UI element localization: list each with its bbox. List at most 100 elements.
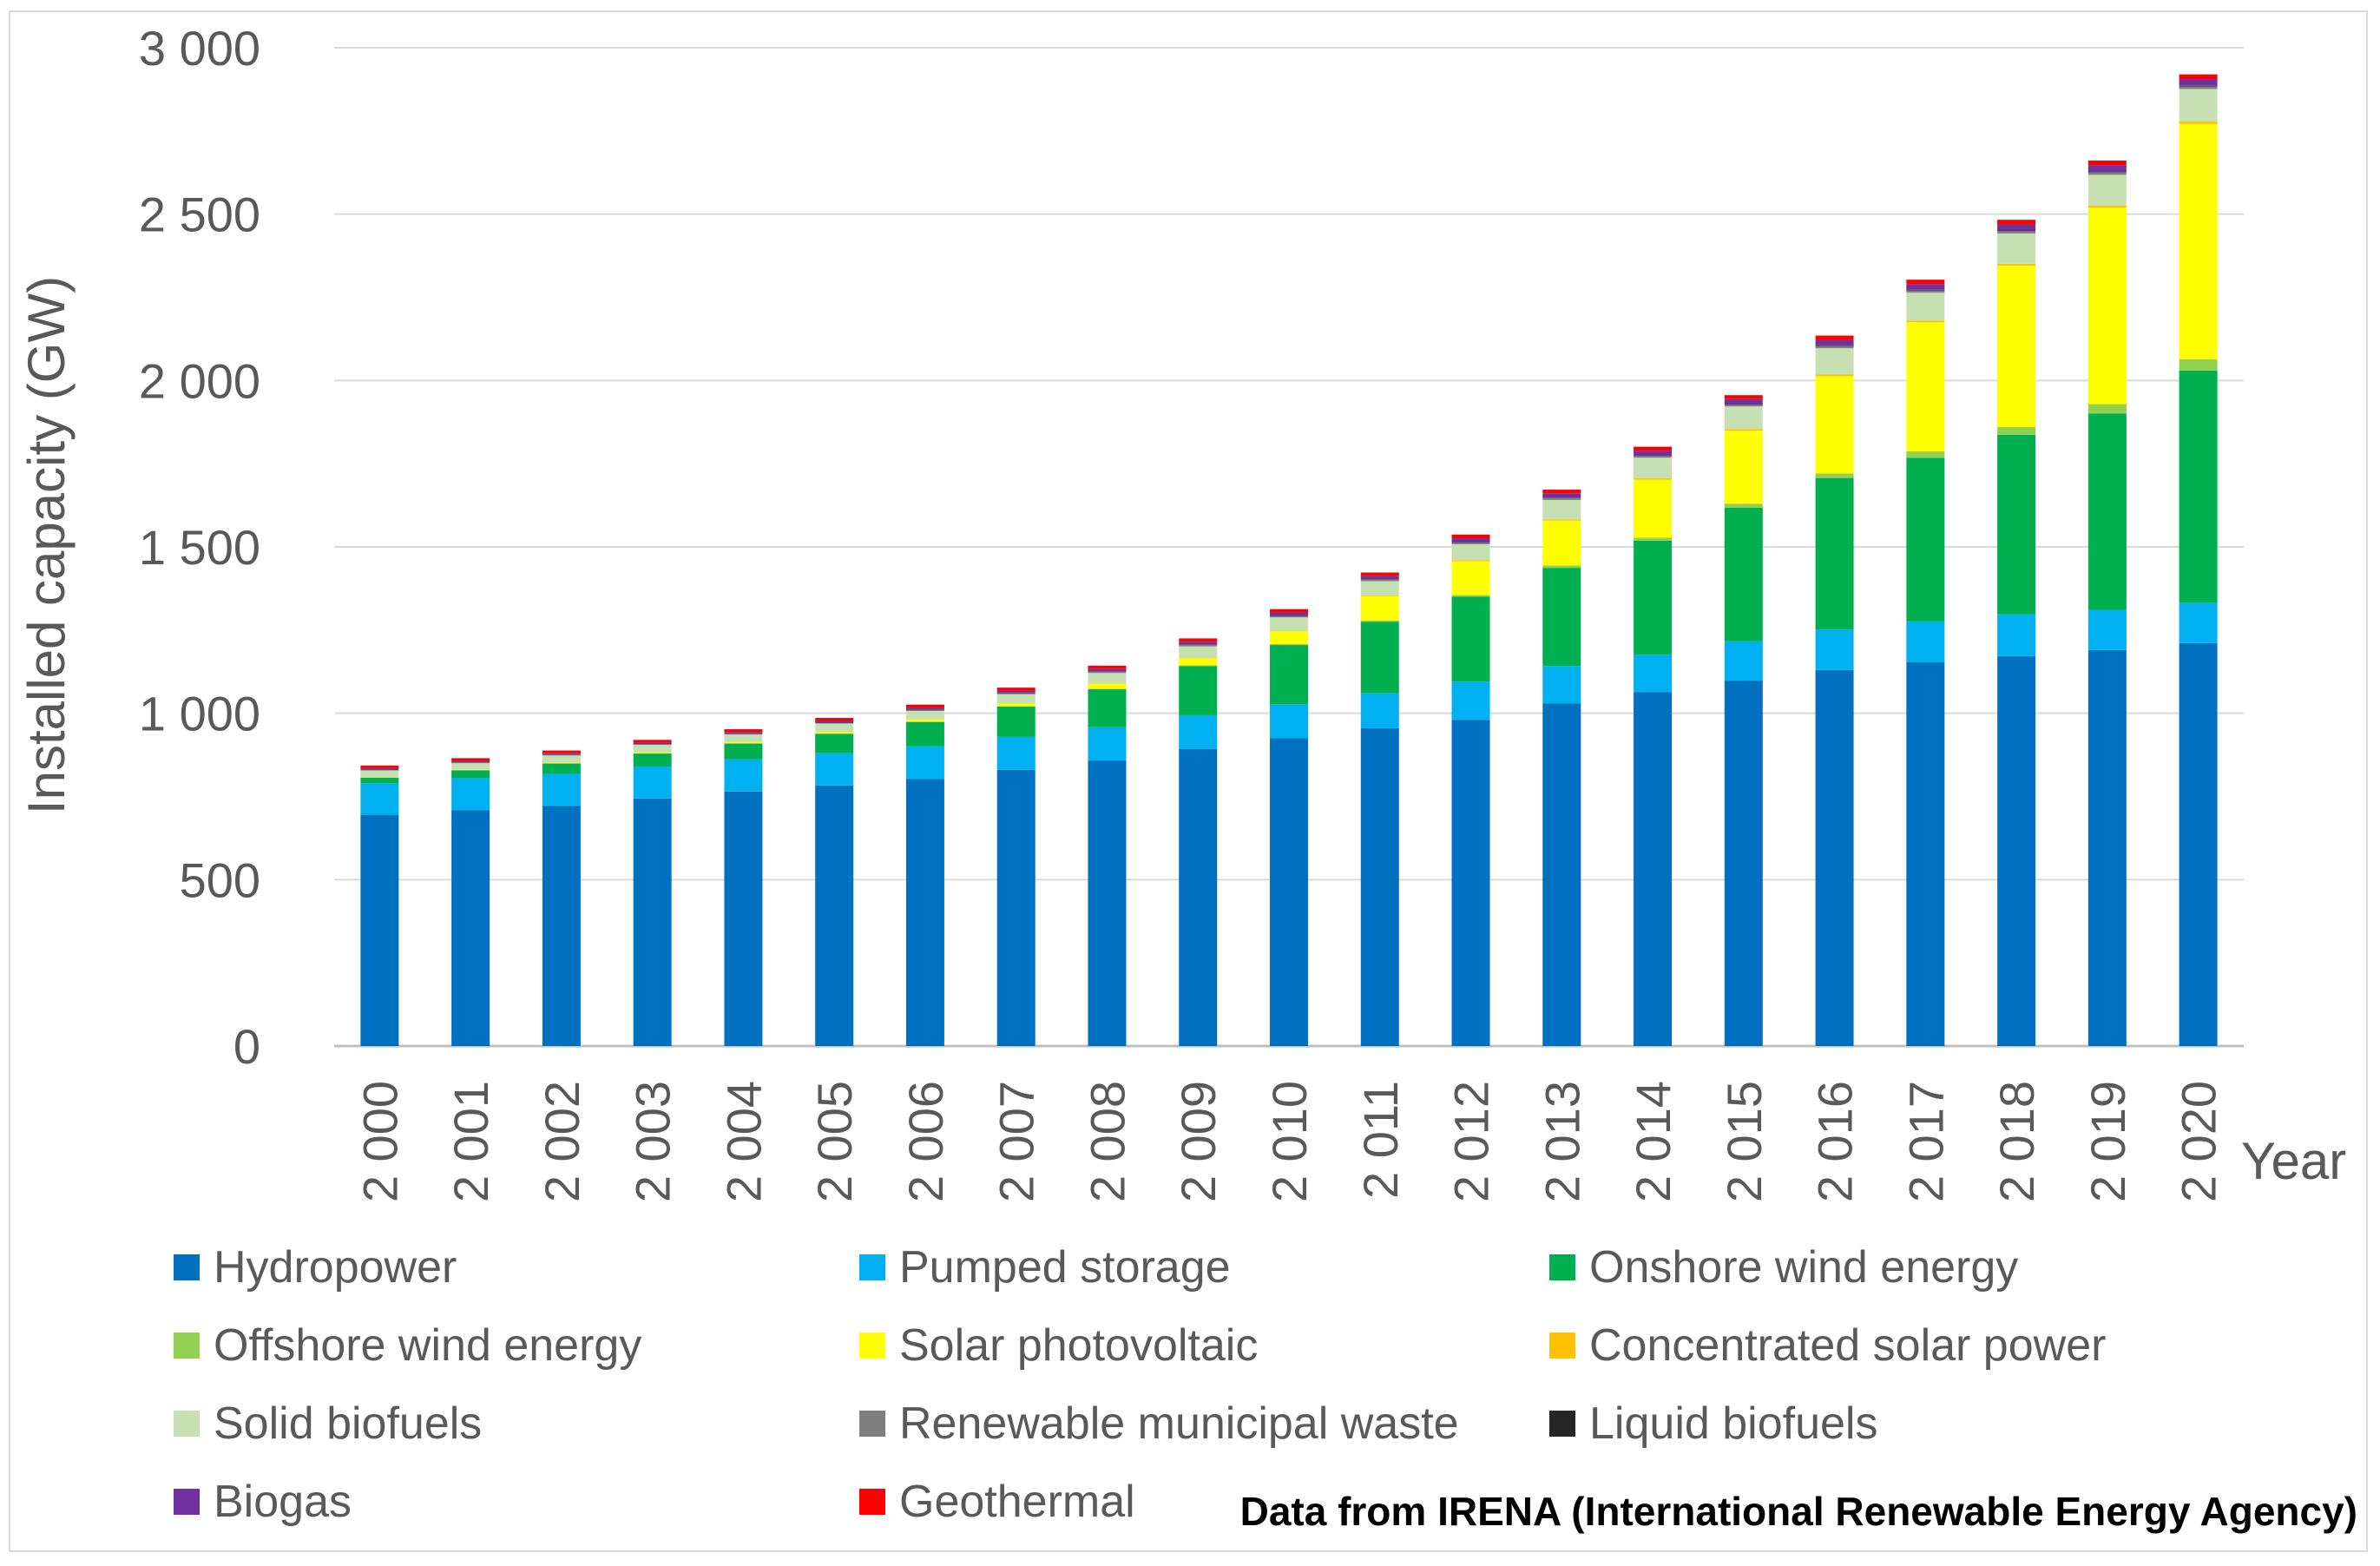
bar-segment-pumped-storage — [1360, 693, 1399, 728]
bar-segment-onshore-wind-energy — [1634, 540, 1673, 655]
bar-segment-offshore-wind-energy — [1634, 537, 1673, 541]
x-axis-label: Year — [2241, 1132, 2346, 1190]
bar-segment-offshore-wind-energy — [1451, 595, 1490, 597]
bar-segment-solid-biofuels — [1997, 233, 2036, 264]
bar-segment-solar-photovoltaic — [1270, 630, 1308, 644]
bar-segment-biogas — [1906, 284, 1945, 290]
bar-segment-pumped-storage — [2087, 609, 2127, 650]
bar-segment-offshore-wind-energy — [1997, 427, 2036, 435]
bar-segment-hydropower — [1179, 748, 1218, 1046]
bar-segment-onshore-wind-energy — [1724, 507, 1763, 642]
bar-segment-solid-biofuels — [1906, 293, 1945, 321]
bar-segment-biogas — [633, 742, 672, 744]
legend-item: Biogas — [174, 1467, 352, 1536]
bar-segment-renewable-municipal-waste — [1997, 231, 2036, 234]
bar-segment-liquid-biofuels — [1179, 644, 1218, 645]
bar-segment-biogas — [2179, 79, 2218, 86]
x-tick-label: 2 006 — [898, 1081, 953, 1202]
bar-segment-geothermal — [1997, 220, 2036, 225]
bar-segment-liquid-biofuels — [1088, 671, 1127, 672]
bar-segment-solid-biofuels — [1270, 617, 1308, 631]
legend-item: Concentrated solar power — [1549, 1311, 2106, 1380]
bar-segment-renewable-municipal-waste — [1088, 671, 1127, 674]
legend-item: Liquid biofuels — [1549, 1389, 1877, 1458]
bar-segment-onshore-wind-energy — [815, 734, 854, 753]
x-tick-labels: 2 000 2 001 2 002 2 003 2 004 2 005 2 006 2 007… — [352, 1081, 2225, 1202]
bar-segment-solid-biofuels — [451, 763, 490, 770]
legend-label: Renewable municipal waste — [899, 1398, 1459, 1449]
bar-segment-renewable-municipal-waste — [1451, 543, 1490, 544]
x-tick-label: 2 015 — [1717, 1081, 1772, 1202]
legend-item: Renewable municipal waste — [859, 1389, 1459, 1458]
bar-segment-biogas — [1815, 339, 1854, 345]
legend-label: Biogas — [214, 1477, 352, 1527]
bar-segment-biogas — [1270, 612, 1308, 615]
bar-segment-offshore-wind-energy — [1724, 503, 1763, 508]
bar-segment-concentrated-solar-power — [1179, 657, 1218, 659]
bar-segment-liquid-biofuels — [451, 761, 490, 763]
bar-segment-solid-biofuels — [996, 694, 1035, 704]
bar-segment-solar-photovoltaic — [360, 777, 399, 778]
bar-segment-geothermal — [1451, 534, 1490, 539]
bar-segment-solar-photovoltaic — [1088, 683, 1127, 689]
legend-item: Solar photovoltaic — [859, 1311, 1258, 1380]
bar-segment-hydropower — [1542, 703, 1581, 1046]
bar-segment-onshore-wind-energy — [1906, 457, 1945, 622]
bar-segment-renewable-municipal-waste — [2179, 86, 2218, 89]
bar-segment-liquid-biofuels — [905, 709, 944, 710]
bar-segment-renewable-municipal-waste — [451, 762, 490, 764]
x-tick-label: 2 018 — [1989, 1081, 2044, 1202]
x-tick-label: 2 001 — [444, 1081, 498, 1202]
bar-segment-pumped-storage — [1634, 655, 1673, 693]
bar-segment-liquid-biofuels — [360, 769, 399, 770]
bar-segment-geothermal — [815, 718, 854, 721]
bar-segment-liquid-biofuels — [1270, 615, 1308, 616]
bar-segment-biogas — [2087, 165, 2127, 172]
bar-segment-solid-biofuels — [815, 723, 854, 733]
x-tick-label: 2 019 — [2081, 1081, 2135, 1202]
bar-segment-solid-biofuels — [1179, 646, 1218, 658]
bar-segment-geothermal — [996, 688, 1035, 691]
legend-swatch — [859, 1254, 885, 1280]
bar-segment-solid-biofuels — [1360, 581, 1399, 595]
bar-segment-pumped-storage — [905, 746, 944, 780]
bar-segment-onshore-wind-energy — [1451, 596, 1490, 682]
bar-segment-solar-photovoltaic — [451, 769, 490, 771]
bar-segment-hydropower — [1997, 655, 2036, 1046]
bar-segment-liquid-biofuels — [1542, 497, 1581, 498]
bar-segment-solar-photovoltaic — [1360, 595, 1399, 621]
x-tick-label: 2 005 — [807, 1081, 862, 1202]
bar-segment-biogas — [1451, 538, 1490, 543]
legend-swatch — [174, 1254, 200, 1280]
bar-segment-renewable-municipal-waste — [1634, 455, 1673, 458]
bar-segment-hydropower — [633, 798, 672, 1046]
bar-segment-hydropower — [1724, 681, 1763, 1046]
bar-segment-offshore-wind-energy — [2087, 404, 2127, 414]
bar-segment-biogas — [360, 767, 399, 770]
bar-segment-onshore-wind-energy — [360, 777, 399, 784]
legend-label: Offshore wind energy — [214, 1320, 642, 1371]
bar-segment-biogas — [1542, 493, 1581, 498]
bar-segment-pumped-storage — [1088, 727, 1127, 761]
y-tick-labels: 0 500 1 000 1 500 2 000 2 500 3 000 — [139, 21, 260, 1074]
bar-segment-onshore-wind-energy — [905, 721, 944, 747]
legend-item: Solid biofuels — [174, 1389, 482, 1458]
bar-segment-hydropower — [542, 806, 581, 1046]
bar-segment-concentrated-solar-power — [1451, 560, 1490, 562]
x-tick-label: 2 016 — [1808, 1081, 1863, 1202]
bar-segment-liquid-biofuels — [542, 753, 581, 755]
bar-segment-renewable-municipal-waste — [1906, 290, 1945, 293]
bar-segment-biogas — [542, 753, 581, 754]
bar-segment-onshore-wind-energy — [1815, 477, 1854, 630]
bar-segment-onshore-wind-energy — [1997, 434, 2036, 615]
bar-segment-onshore-wind-energy — [2179, 370, 2218, 603]
x-tick-label: 2 009 — [1171, 1081, 1226, 1202]
bar-segment-liquid-biofuels — [1906, 289, 1945, 291]
bar-segment-pumped-storage — [542, 773, 581, 806]
bar-segment-geothermal — [1179, 638, 1218, 642]
bar-segment-biogas — [996, 690, 1035, 693]
x-tick-label: 2 003 — [626, 1081, 680, 1202]
bar-segment-hydropower — [2179, 642, 2218, 1046]
bar-segment-concentrated-solar-power — [1997, 263, 2036, 266]
bar-segment-biogas — [905, 707, 944, 710]
